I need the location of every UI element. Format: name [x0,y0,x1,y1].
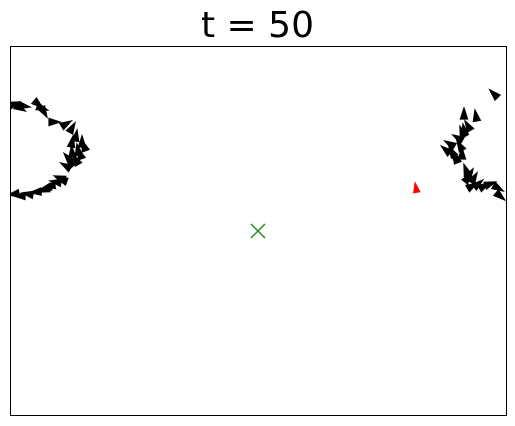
agent-arrow [58,120,73,131]
agent-arrow [48,178,63,188]
agent-arrow [68,144,77,158]
agent-arrow [66,134,76,149]
x-marker-icon [250,223,266,239]
plot-title: t = 50 [201,5,314,46]
agent-arrow [65,121,76,136]
agent-arrow [77,146,87,161]
agent-arrow [492,189,506,202]
agent-arrow [451,134,466,145]
agent-arrow [54,177,69,187]
agent-arrow [443,140,458,151]
agent-arrow [456,139,467,154]
agent-arrow [48,117,62,127]
agent-arrow [28,187,42,196]
agent-arrow [483,181,498,191]
agent-arrow [459,106,469,120]
agent-arrow [439,144,454,157]
agent-arrow [81,138,91,153]
highlighted-agent-arrow [413,181,421,194]
plot-area [11,88,506,202]
agent-arrow [59,162,74,173]
agent-arrow [457,146,467,160]
agent-arrow [460,122,470,137]
agent-arrow [35,101,50,111]
agent-arrow [461,171,474,186]
agent-swarm [11,88,506,202]
plot-frame [10,46,507,416]
agent-arrow [488,88,502,102]
agent-arrow [464,119,475,134]
agent-arrow [38,182,53,191]
agent-arrow [467,171,478,186]
agent-arrow [17,100,32,110]
agent-arrow [490,181,505,192]
agent-arrow [448,149,461,164]
agent-arrow [472,108,482,123]
agent-arrow [62,151,75,166]
agent-arrow [11,188,21,198]
target-marker [250,223,266,239]
